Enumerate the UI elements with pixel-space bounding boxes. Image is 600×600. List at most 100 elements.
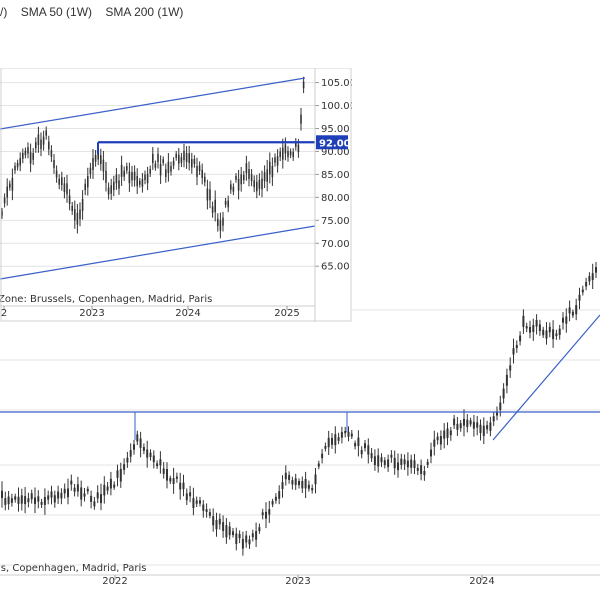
inset-candle-body [250,174,253,182]
main-candle-body [387,459,390,468]
main-x-tick-label: 2022 [102,576,127,587]
inset-candle-body [27,147,29,154]
main-candle-body [565,316,568,324]
main-candle-body [268,509,271,515]
main-candles [1,262,597,556]
main-candle-body [258,527,261,532]
main-candle-body [205,509,208,512]
inset-candle-body [201,169,203,179]
main-candle-body [463,418,465,426]
inset-candle-body [232,186,235,192]
main-candle-body [235,533,238,544]
inset-candle-body [256,181,258,192]
inset-y-tick-label: 80.00 [321,193,350,204]
main-candle-body [340,432,343,438]
main-candle-body [548,326,551,333]
main-candle-body [80,487,83,500]
main-candle-body [106,486,109,491]
main-candle-body [416,467,419,471]
inset-candle-body [84,183,86,191]
legend-item-sma200[interactable]: SMA 200 (1W) [105,5,184,19]
main-candle-body [529,327,531,333]
inset-candle-body [16,162,19,168]
inset-candle-body [113,181,115,191]
main-candle-body [179,482,182,490]
main-candle-body [383,460,386,466]
main-candle-body [509,365,512,371]
main-candle-body [288,475,291,480]
main-candle-body [100,494,102,504]
main-candle-body [232,531,234,535]
main-candle-body [499,402,502,410]
inset-x-tick-label: 2025 [274,308,299,319]
inset-y-axis: 105.00 100.00 95.00 90.00 85.00 80.00 75.00 70.… [315,78,352,273]
inset-candle-body [42,136,45,145]
inset-price-label-bg [316,135,348,150]
main-candle-body [420,465,423,475]
main-candle-body [337,437,340,441]
main-candle-body [113,484,116,488]
main-x-tick-label: 2023 [285,576,310,587]
legend-item-price[interactable]: /) [0,5,8,19]
inset-candle-body [120,164,123,177]
inset-candle-body [154,163,157,168]
main-candle-body [63,488,66,494]
main-candle-body [482,425,485,436]
main-candle-body [208,512,211,516]
inset-candle-body [32,153,34,160]
main-candle-body [202,504,205,511]
main-candle-body [73,487,76,492]
inset-y-tick-label: 100.00 [321,101,352,112]
legend-item-sma50[interactable]: SMA 50 (1W) [20,5,93,19]
main-candle-body [251,533,254,538]
main-candle-body [525,326,528,329]
main-x-axis: 2022 2023 2024 [0,574,600,587]
main-candle-body [581,289,584,293]
main-candle-body [192,498,195,509]
inset-candle-body [133,171,136,181]
inset-candle-body [289,151,292,156]
inset-candle-body [266,169,268,182]
main-candle-body [215,519,218,530]
main-candle-body [433,439,436,447]
inset-candle-body [295,141,297,147]
main-candle-body [519,335,522,342]
main-candle-body [423,470,426,476]
main-candle-body [162,468,165,474]
inset-candle-body [274,157,276,163]
inset-candle-body [263,172,266,182]
inset-candle-body [128,171,131,184]
main-candle-body [370,453,373,459]
main-candle-body [377,455,380,467]
inset-candle-body [165,169,167,177]
inset-candle-body [89,167,92,174]
inset-candle-body [196,165,198,177]
main-candle-body [255,531,258,540]
main-candle-body [449,430,452,436]
inset-candle-body [79,209,81,220]
inset-candle-body [14,165,16,171]
inset-candle-body [183,150,185,161]
main-candle-body [149,452,152,457]
main-candle-body [10,498,13,503]
inset-zoom-chart[interactable]: 105.00 100.00 95.00 90.00 85.00 80.00 75.00 70.… [0,68,352,322]
main-candle-body [43,496,46,505]
main-candle-body [185,493,188,501]
main-candle-body [568,307,571,314]
main-candle-body [403,459,406,465]
inset-timezone-label: Zone: Brussels, Copenhagen, Madrid, Pari… [0,294,212,305]
main-candle-body [522,315,525,327]
inset-candle-body [123,170,125,177]
main-candle-body [166,469,168,481]
inset-candle-body [68,195,71,204]
main-support-trendline [492,314,600,441]
main-candle-body [274,496,277,501]
main-candle-body [241,538,244,549]
main-candle-body [40,502,43,505]
main-candle-body [512,348,515,355]
main-candle-body [334,434,337,446]
main-candle-body [136,434,139,442]
inset-candle-body [287,150,289,158]
inset-y-tick-label: 90.00 [321,147,350,158]
